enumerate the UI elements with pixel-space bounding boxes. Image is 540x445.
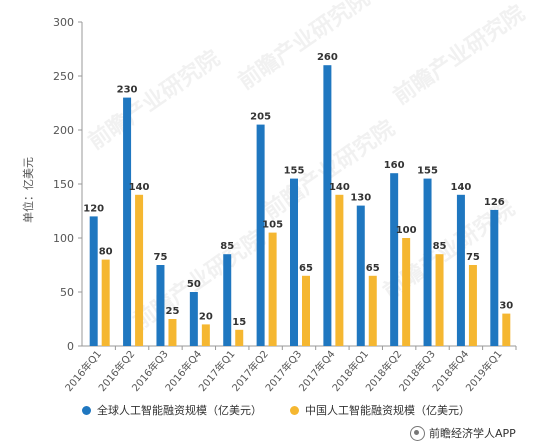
data-label-global: 130: [350, 193, 371, 204]
watermark-text: 前瞻产业研究院: [234, 0, 375, 95]
bar-china: [402, 238, 411, 346]
y-tick-label: 50: [60, 286, 74, 299]
data-label-china: 15: [232, 317, 246, 328]
legend-swatch-global: [82, 405, 91, 415]
data-labels: 120 80 230 140 75 25 50 20 85 15 205 105 155 65 260 140…: [83, 52, 513, 328]
bar-global: [423, 178, 432, 346]
bar-china: [468, 265, 477, 346]
data-label-global: 120: [83, 203, 104, 214]
y-tick-label: 150: [53, 178, 74, 191]
data-label-china: 65: [299, 263, 313, 274]
legend-item-global: 全球人工智能融资规模（亿美元）: [82, 402, 262, 418]
legend: 全球人工智能融资规模（亿美元） 中国人工智能融资规模（亿美元）: [82, 402, 470, 418]
bar-china: [168, 319, 177, 346]
bar-global: [323, 65, 332, 346]
data-label-global: 85: [220, 241, 234, 252]
legend-label-global: 全球人工智能融资规模（亿美元）: [97, 404, 262, 417]
bar-global: [223, 254, 232, 346]
bar-global: [256, 124, 265, 346]
bar-global: [290, 178, 298, 346]
data-label-china: 80: [99, 247, 113, 258]
data-label-china: 85: [433, 241, 447, 252]
bar-china: [235, 329, 244, 346]
legend-item-china: 中国人工智能融资规模（亿美元）: [290, 402, 470, 418]
bar-china: [435, 254, 444, 346]
data-label-china: 105: [262, 220, 283, 231]
bar-global: [189, 292, 198, 346]
bar-global: [390, 173, 399, 346]
data-label-global: 126: [484, 197, 505, 208]
bar-china: [268, 232, 277, 346]
source-text: 前瞻经济学人APP: [429, 427, 516, 440]
y-tick-label: 200: [53, 124, 74, 137]
bar-china: [368, 275, 377, 346]
legend-swatch-china: [290, 405, 299, 415]
source-credit: 前瞻经济学人APP: [410, 425, 516, 441]
data-label-global: 75: [154, 252, 168, 263]
bar-global: [456, 194, 465, 346]
data-label-china: 25: [166, 306, 180, 317]
data-label-china: 140: [129, 182, 150, 193]
bar-global: [356, 205, 365, 346]
source-logo-icon: [410, 425, 425, 441]
bar-china: [302, 275, 310, 346]
data-label-global: 155: [417, 166, 438, 177]
data-label-global: 260: [317, 52, 338, 63]
bar-china: [101, 259, 110, 346]
data-label-china: 140: [329, 182, 350, 193]
bar-global: [89, 216, 98, 346]
data-label-china: 30: [499, 301, 513, 312]
bar-global: [156, 265, 165, 346]
x-ticks: 2016年Q12016年Q22016年Q32016年Q42017年Q12017年…: [62, 346, 517, 394]
y-tick-label: 0: [67, 340, 74, 353]
data-label-global: 230: [117, 85, 138, 96]
legend-label-china: 中国人工智能融资规模（亿美元）: [305, 404, 470, 417]
data-label-china: 75: [466, 252, 480, 263]
data-label-global: 205: [250, 112, 271, 123]
data-label-china: 100: [396, 225, 417, 236]
y-tick-label: 300: [53, 16, 74, 29]
data-label-global: 160: [384, 160, 405, 171]
y-tick-label: 250: [53, 70, 74, 83]
bar-china: [502, 313, 511, 346]
data-label-china: 65: [366, 263, 380, 274]
data-label-global: 50: [187, 279, 201, 290]
data-label-china: 20: [199, 311, 213, 322]
watermark-text: 前瞻产业研究院: [84, 45, 225, 155]
y-tick-label: 100: [53, 232, 74, 245]
y-ticks: 0 50 100 150 200 250 300: [53, 16, 82, 353]
data-label-global: 140: [450, 182, 471, 193]
bar-global: [123, 97, 132, 346]
watermark-text: 前瞻产业研究院: [379, 195, 520, 305]
y-axis-label: 单位：亿美元: [21, 157, 35, 223]
bar-global: [490, 209, 499, 346]
watermark-text: 前瞻产业研究院: [389, 0, 530, 110]
bar-china: [201, 324, 210, 346]
bars: [89, 65, 511, 346]
data-label-global: 155: [284, 166, 305, 177]
bar-china: [335, 194, 344, 346]
bar-china: [135, 194, 144, 346]
